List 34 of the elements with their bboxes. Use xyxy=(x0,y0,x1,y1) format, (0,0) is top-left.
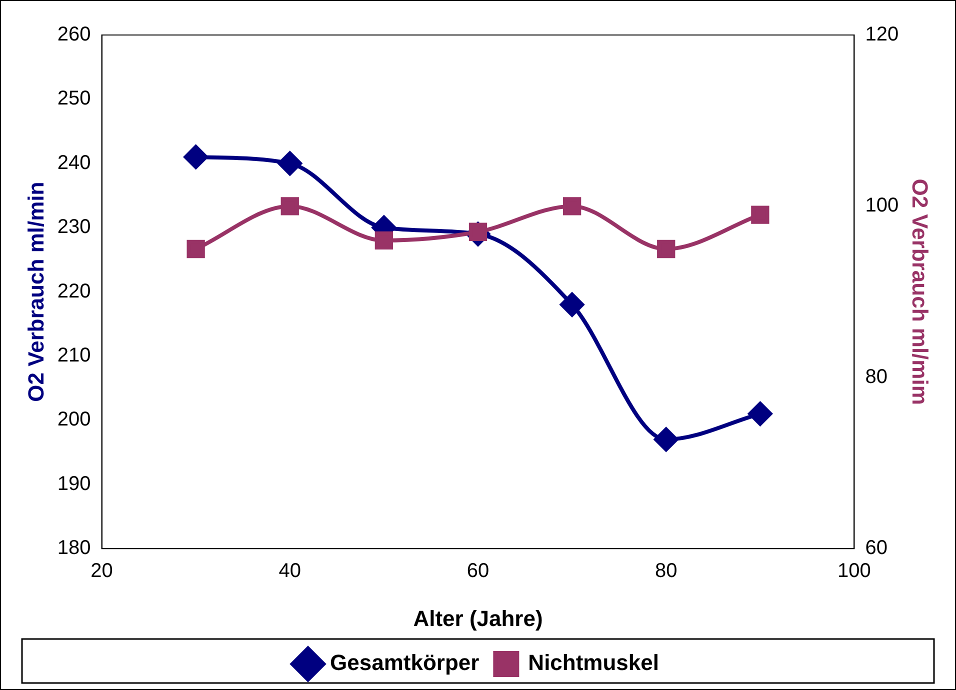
x-axis-title: Alter (Jahre) xyxy=(413,606,543,631)
point xyxy=(280,197,299,216)
point xyxy=(186,240,205,258)
y-tick-label: 190 xyxy=(57,472,91,495)
y-tick-label: 220 xyxy=(57,280,91,302)
point xyxy=(654,427,678,452)
x-tick-label: 60 xyxy=(466,560,490,582)
y2-tick-label: 60 xyxy=(865,537,888,560)
y-tick-label: 260 xyxy=(57,24,91,46)
x-tick-label: 100 xyxy=(838,560,871,582)
legend-label: Gesamtkörper xyxy=(330,650,480,676)
y2-tick-label: 120 xyxy=(865,24,899,46)
point xyxy=(562,197,582,216)
y-tick-label: 200 xyxy=(57,408,91,431)
x-tick-label: 80 xyxy=(654,560,678,582)
point xyxy=(657,240,676,258)
y2-tick-label: 100 xyxy=(865,194,899,217)
point xyxy=(748,402,772,426)
point xyxy=(751,206,770,224)
legend-label: Nichtmuskel xyxy=(528,650,660,676)
y-tick-label: 230 xyxy=(57,216,91,238)
x-tick-label: 40 xyxy=(278,560,302,582)
x-tick-label: 20 xyxy=(90,560,113,582)
y-tick-label: 240 xyxy=(57,152,91,174)
y2-tick-label: 80 xyxy=(865,366,888,388)
y-axis-title: O2 Verbrauch ml/min xyxy=(23,182,48,402)
point xyxy=(184,144,208,169)
y-tick-label: 180 xyxy=(57,537,91,560)
point xyxy=(374,231,394,250)
y-tick-label: 250 xyxy=(57,88,91,110)
y-tick-label: 210 xyxy=(57,344,91,367)
y2-axis-title: O2 Verbrauch ml/mim xyxy=(908,178,933,405)
point xyxy=(278,151,302,176)
point xyxy=(560,292,584,317)
